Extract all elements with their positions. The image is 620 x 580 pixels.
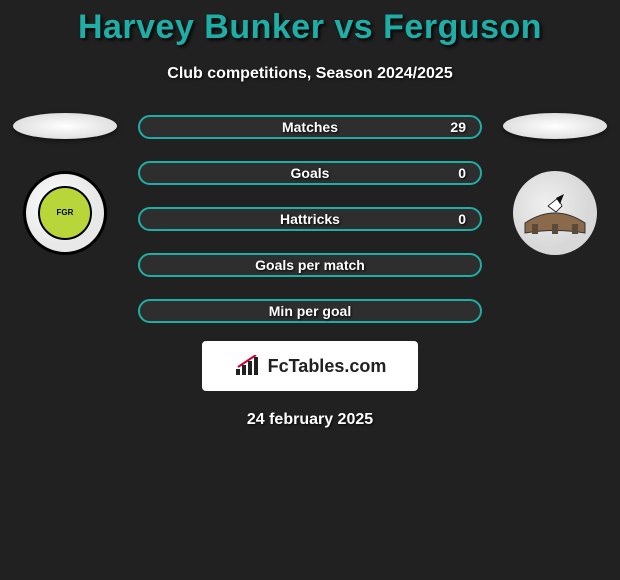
stat-value: 29 — [450, 119, 466, 135]
stat-label: Hattricks — [280, 211, 340, 227]
left-player-col: FGR — [10, 113, 120, 255]
stat-value: 0 — [458, 165, 466, 181]
right-player-oval — [503, 113, 607, 139]
stat-row-mpg: Min per goal — [138, 299, 482, 323]
left-club-crest: FGR — [23, 171, 107, 255]
brand-box[interactable]: FcTables.com — [202, 341, 418, 391]
stat-row-goals: Goals 0 — [138, 161, 482, 185]
brand-chart-icon — [234, 355, 262, 377]
stat-label: Matches — [282, 119, 338, 135]
page-title: Harvey Bunker vs Ferguson — [0, 8, 620, 47]
left-player-oval — [13, 113, 117, 139]
date-text: 24 february 2025 — [0, 411, 620, 429]
right-crest-icon — [520, 178, 590, 248]
stat-row-gpm: Goals per match — [138, 253, 482, 277]
stat-row-hattricks: Hattricks 0 — [138, 207, 482, 231]
stat-label: Goals — [291, 165, 330, 181]
left-crest-text: FGR — [38, 186, 92, 240]
right-player-col — [500, 113, 610, 255]
stat-label: Goals per match — [255, 257, 365, 273]
main-row: FGR Matches 29 Goals 0 Hattricks 0 Goals… — [0, 113, 620, 323]
right-club-crest — [513, 171, 597, 255]
stat-label: Min per goal — [269, 303, 351, 319]
comparison-card: Harvey Bunker vs Ferguson Club competiti… — [0, 0, 620, 429]
stats-column: Matches 29 Goals 0 Hattricks 0 Goals per… — [138, 115, 482, 323]
subtitle: Club competitions, Season 2024/2025 — [0, 65, 620, 83]
stat-row-matches: Matches 29 — [138, 115, 482, 139]
brand-text: FcTables.com — [268, 356, 387, 377]
stat-value: 0 — [458, 211, 466, 227]
